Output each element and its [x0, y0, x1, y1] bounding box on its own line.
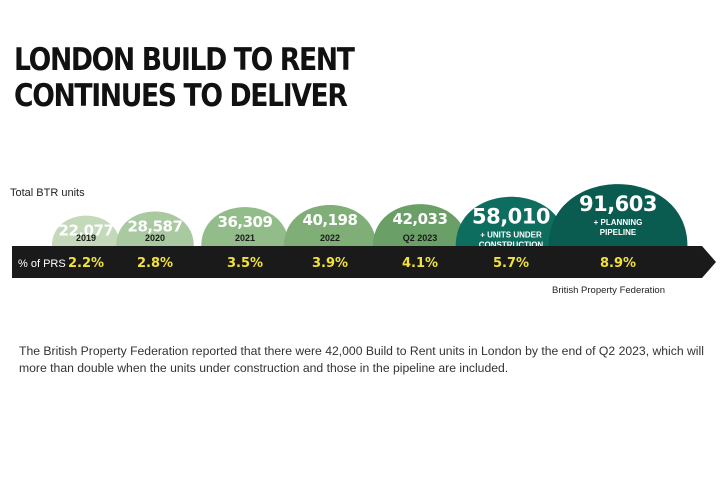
value-label-3: 40,198 [303, 211, 358, 229]
category-label-1-0: 2020 [145, 233, 165, 243]
prs-share-6: 8.9% [600, 256, 636, 271]
value-label-4: 42,033 [393, 210, 448, 228]
prs-share-2: 3.5% [227, 256, 263, 271]
prs-row-label: % of PRS [18, 258, 66, 270]
prs-share-5: 5.7% [493, 256, 529, 271]
category-label-0-0: 2019 [76, 233, 96, 243]
value-label-5: 58,010 [472, 205, 550, 229]
bubble-3 [284, 205, 376, 246]
category-label-6-0: + PLANNING [594, 218, 643, 227]
prs-share-4: 4.1% [402, 256, 438, 271]
value-label-2: 36,309 [218, 213, 273, 231]
category-label-5-0: + UNITS UNDER [480, 231, 542, 240]
headline-line-1: LONDON BUILD TO RENT [14, 42, 355, 78]
prs-arrow [12, 246, 716, 278]
series-label: Total BTR units [10, 187, 85, 199]
value-label-0: 22,077 [59, 222, 114, 240]
bubble-5 [455, 196, 567, 246]
bubble-0 [51, 215, 121, 246]
value-label-1: 28,587 [128, 217, 183, 235]
prs-share-1: 2.8% [137, 256, 173, 271]
category-label-5-1: CONSTRUCTION [479, 241, 544, 250]
bubble-4 [372, 204, 468, 246]
category-label-4-0: Q2 2023 [403, 233, 438, 243]
headline-line-2: CONTINUES TO DELIVER [14, 78, 348, 114]
category-label-3-0: 2022 [320, 233, 340, 243]
bubble-1 [116, 211, 194, 246]
category-label-6-1: PIPELINE [600, 228, 637, 237]
prs-share-0: 2.2% [68, 256, 104, 271]
category-label-2-0: 2021 [235, 233, 255, 243]
bubble-2 [201, 207, 289, 246]
source-label: British Property Federation [552, 285, 665, 296]
bubble-6 [548, 184, 688, 246]
caption: The British Property Federation reported… [19, 344, 704, 375]
headline: LONDON BUILD TO RENT CONTINUES TO DELIVE… [14, 42, 355, 114]
value-label-6: 91,603 [579, 192, 657, 216]
prs-share-3: 3.9% [312, 256, 348, 271]
